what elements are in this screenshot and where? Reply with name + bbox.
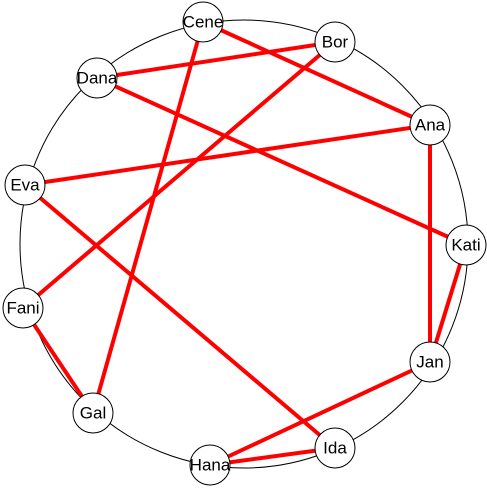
node (182, 1, 224, 43)
node (314, 21, 356, 63)
edge (21, 306, 95, 415)
node-label: Ana (415, 116, 446, 135)
edge (24, 123, 431, 187)
edge (202, 20, 431, 127)
node (409, 341, 451, 383)
node (2, 287, 44, 329)
edge (96, 76, 467, 247)
node (189, 444, 231, 486)
node-label: Gal (80, 404, 106, 423)
node-label: Eva (10, 176, 40, 195)
node-label: Hana (190, 456, 231, 475)
node (72, 392, 114, 434)
edge (209, 360, 431, 467)
edge (209, 446, 336, 467)
node-label: Fani (6, 299, 39, 318)
node-label: Bor (322, 33, 349, 52)
edge (21, 40, 337, 310)
node (4, 164, 46, 206)
node (445, 224, 487, 266)
node-label: Cene (183, 13, 224, 32)
edge (96, 40, 336, 80)
node-label: Dana (77, 69, 118, 88)
node (409, 104, 451, 146)
edge (23, 183, 337, 450)
node-label: Jan (416, 353, 443, 372)
node (314, 427, 356, 469)
edge (91, 21, 205, 414)
node (76, 57, 118, 99)
node-label: Ida (323, 439, 347, 458)
node-label: Kati (451, 236, 480, 255)
